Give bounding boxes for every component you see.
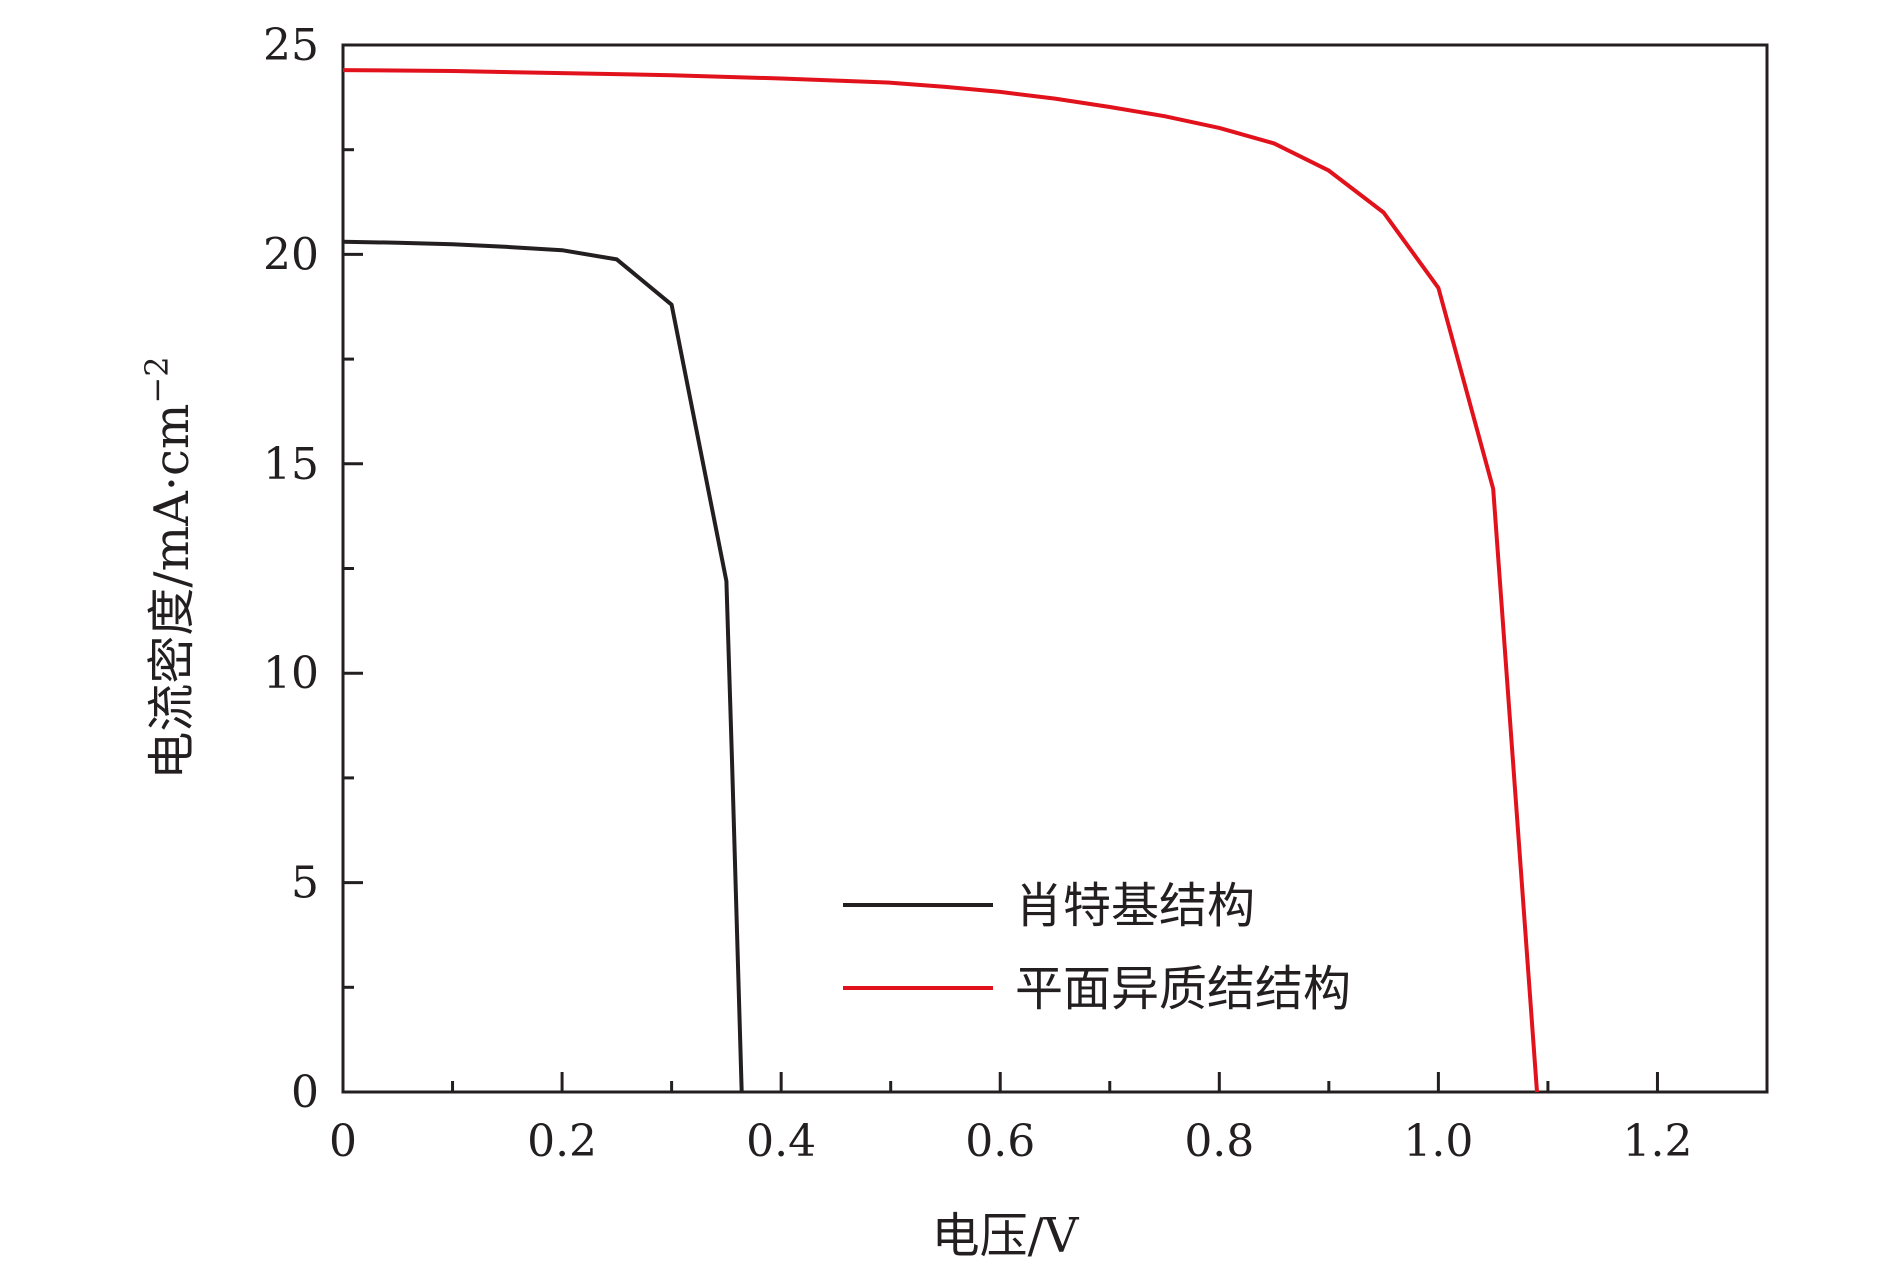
y-tick-label: 10 xyxy=(263,648,319,699)
x-tick-label: 0 xyxy=(329,1116,357,1167)
y-tick-label: 5 xyxy=(291,858,319,909)
x-tick-label: 0.2 xyxy=(527,1116,597,1167)
x-tick-label: 0.4 xyxy=(746,1116,816,1167)
x-tick-label: 0.6 xyxy=(965,1116,1035,1167)
series-line-planar-heterojunction xyxy=(342,68,1539,1093)
series-line-schottky xyxy=(342,239,744,1093)
y-axis-label: 电流密度/mA·cm−2 xyxy=(138,356,200,779)
legend: 肖特基结构 平面异质结结构 xyxy=(843,878,1351,1017)
legend-label-planar-heterojunction: 平面异质结结构 xyxy=(1015,961,1351,1017)
legend-label-schottky: 肖特基结构 xyxy=(1015,878,1255,934)
y-tick-label: 15 xyxy=(263,439,319,490)
x-tick-label: 1.0 xyxy=(1403,1116,1473,1167)
series-lines xyxy=(342,68,1539,1093)
y-tick-label: 0 xyxy=(291,1067,319,1118)
y-axis-label-exponent: −2 xyxy=(138,356,176,403)
y-tick-label: 25 xyxy=(263,20,319,71)
axis-ticks: 0 0.2 0.4 0.6 0.8 1.0 1.2 0 5 10 15 20 25 xyxy=(263,20,1692,1167)
x-tick-label: 1.2 xyxy=(1622,1116,1692,1167)
y-tick-label: 20 xyxy=(263,229,319,280)
x-tick-label: 0.8 xyxy=(1184,1116,1254,1167)
x-axis-label: 电压/V xyxy=(932,1208,1080,1264)
plot-frame xyxy=(341,43,1769,1094)
y-axis-label-main: 电流密度/mA·cm xyxy=(144,404,200,780)
